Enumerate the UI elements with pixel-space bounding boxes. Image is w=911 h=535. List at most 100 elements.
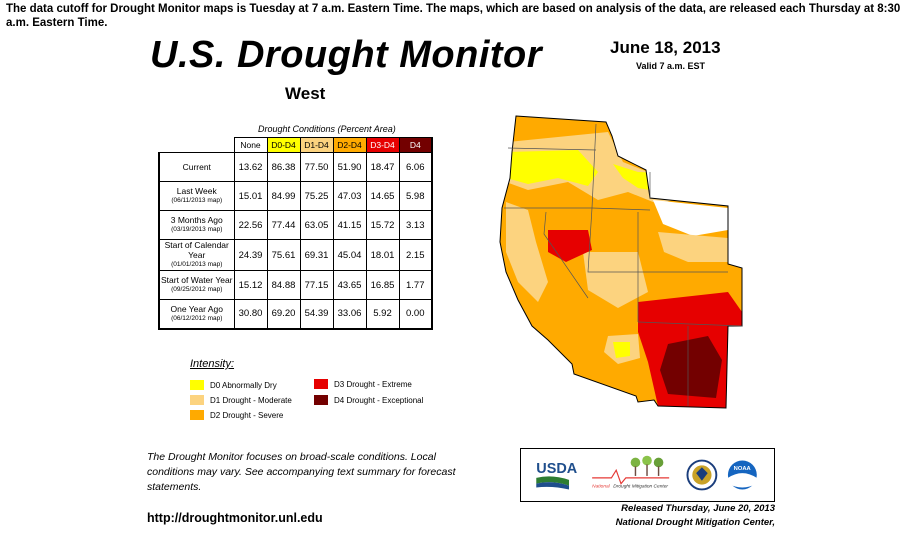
row-label-date: (09/25/2012 map) [171,286,223,293]
row-label-text: Last Week [176,186,217,196]
table-cell: 2.15 [398,239,433,271]
table-cell: 69.20 [266,299,301,329]
map-d3-nevada [548,230,592,262]
map-d0-oregon [506,150,598,186]
table-cell: 54.39 [299,299,334,329]
legend-swatch-d4 [314,395,328,405]
legend-swatch-d2 [190,410,204,420]
row-label-text: 3 Months Ago [170,215,223,225]
map-date: June 18, 2013 [610,38,721,57]
legend-swatch-d3 [314,379,328,389]
table-cell: 84.99 [266,181,301,211]
legend-label-d0: D0 Abnormally Dry [210,380,277,390]
drought-monitor-link[interactable]: http://droughtmonitor.unl.edu [147,511,323,525]
table-corner [159,137,235,153]
row-label: One Year Ago (06/12/2012 map) [158,299,235,329]
row-label-text: One Year Ago [170,303,223,314]
table-cell: 30.80 [233,299,268,329]
doc-seal-logo [686,459,718,491]
row-label: 3 Months Ago (03/19/2013 map) [158,210,235,240]
table-cell: 45.04 [332,239,367,271]
usda-logo-swoosh [536,476,570,486]
table-cell: 63.05 [299,210,334,240]
drought-conditions-table: None D0-D4 D1-D4 D2-D4 D3-D4 D4 Current 1… [158,137,433,330]
row-label-date: (06/12/2012 map) [171,314,223,322]
legend-item-d0: D0 Abnormally Dry [190,380,277,390]
page-title: U.S. Drought Monitor [150,34,543,76]
map-d4-new-mexico [660,336,722,398]
legend-label-d1: D1 Drought - Moderate [210,395,292,405]
table-cell: 75.25 [299,181,334,211]
table-cell: 3.13 [398,210,433,240]
table-cell: 22.56 [233,210,268,240]
header-d1-d4: D1-D4 [299,137,334,153]
data-cutoff-notice: The data cutoff for Drought Monitor maps… [6,3,901,29]
table-cell: 16.85 [365,270,400,300]
map-d1-california-coast [506,202,548,302]
table-cell: 18.01 [365,239,400,271]
row-label: Current [158,152,235,182]
header-d3-d4: D3-D4 [365,137,400,153]
row-label-date: (03/19/2013 map) [171,226,223,233]
legend-swatch-d1 [190,395,204,405]
map-d1-colorado [658,232,728,262]
row-label-text: Current [182,162,211,172]
legend-item-d2: D2 Drought - Severe [190,410,283,420]
table-cell: 69.31 [299,239,334,271]
legend-item-d1: D1 Drought - Moderate [190,395,292,405]
map-outline [499,115,743,409]
row-label: Start of Water Year (09/25/2012 map) [158,270,235,300]
table-cell: 47.03 [332,181,367,211]
table-cell: 15.12 [233,270,268,300]
legend-label-d4: D4 Drought - Exceptional [334,395,424,405]
table-row: Start of Calendar Year (01/01/2013 map) 24… [158,239,433,271]
usda-logo-text: USDA [536,461,577,477]
table-cell: 14.65 [365,181,400,211]
table-cell: 84.88 [266,270,301,300]
legend-label-d2: D2 Drought - Severe [210,410,284,420]
table-cell: 13.62 [233,152,268,182]
table-cell: 43.65 [332,270,367,300]
release-org: National Drought Mitigation Center, [615,517,775,528]
row-label-text: Start of Calendar Year [164,240,229,260]
row-label-text: Start of Water Year [161,275,233,285]
svg-text:NOAA: NOAA [734,466,752,472]
legend-item-d4: D4 Drought - Exceptional [314,395,423,405]
map-none-wyoming [653,200,728,236]
region-label: West [285,84,326,103]
table-cell: 15.01 [233,181,268,211]
table-cell: 51.90 [332,152,367,182]
table-cell: 77.50 [299,152,334,182]
table-caption: Drought Conditions (Percent Area) [258,124,396,134]
table-cell: 33.06 [332,299,367,329]
legend-title: Intensity: [190,358,235,370]
row-label: Start of Calendar Year (01/01/2013 map) [158,239,235,271]
state-borders [504,123,743,406]
table-cell: 41.15 [332,210,367,240]
table-cell: 77.44 [266,210,301,240]
table-cell: 18.47 [365,152,400,182]
header-none: None [233,137,268,153]
table-cell: 5.98 [398,181,433,211]
table-row: 3 Months Ago (03/19/2013 map) 22.56 77.44 63… [158,210,433,240]
header-d2-d4: D2-D4 [332,137,367,153]
table-cell: 6.06 [398,152,433,182]
legend-item-d3: D3 Drought - Extreme [314,379,412,389]
release-info: Released Thursday, June 20, 2013 Nationa… [560,502,775,530]
table-cell: 15.72 [365,210,400,240]
valid-time: Valid 7 a.m. EST [636,61,706,71]
table-cell: 86.38 [266,152,301,182]
legend-label-d3: D3 Drought - Extreme [334,379,412,389]
table-cell: 75.61 [266,239,301,271]
table-row: Start of Water Year (09/25/2012 map) 15.12… [158,270,433,300]
disclaimer-note: The Drought Monitor focuses on broad-sca… [147,451,456,493]
west-drought-map [499,115,743,409]
svg-text:Drought Mitigation Center: Drought Mitigation Center [613,484,668,490]
table-header-row: None D0-D4 D1-D4 D2-D4 D3-D4 D4 [159,137,433,153]
noaa-logo: NOAA [727,460,757,490]
table-cell: 77.15 [299,270,334,300]
svg-text:National: National [592,484,611,490]
legend-swatch-d0 [190,380,204,390]
header-d0-d4: D0-D4 [266,137,301,153]
table-cell: 5.92 [365,299,400,329]
